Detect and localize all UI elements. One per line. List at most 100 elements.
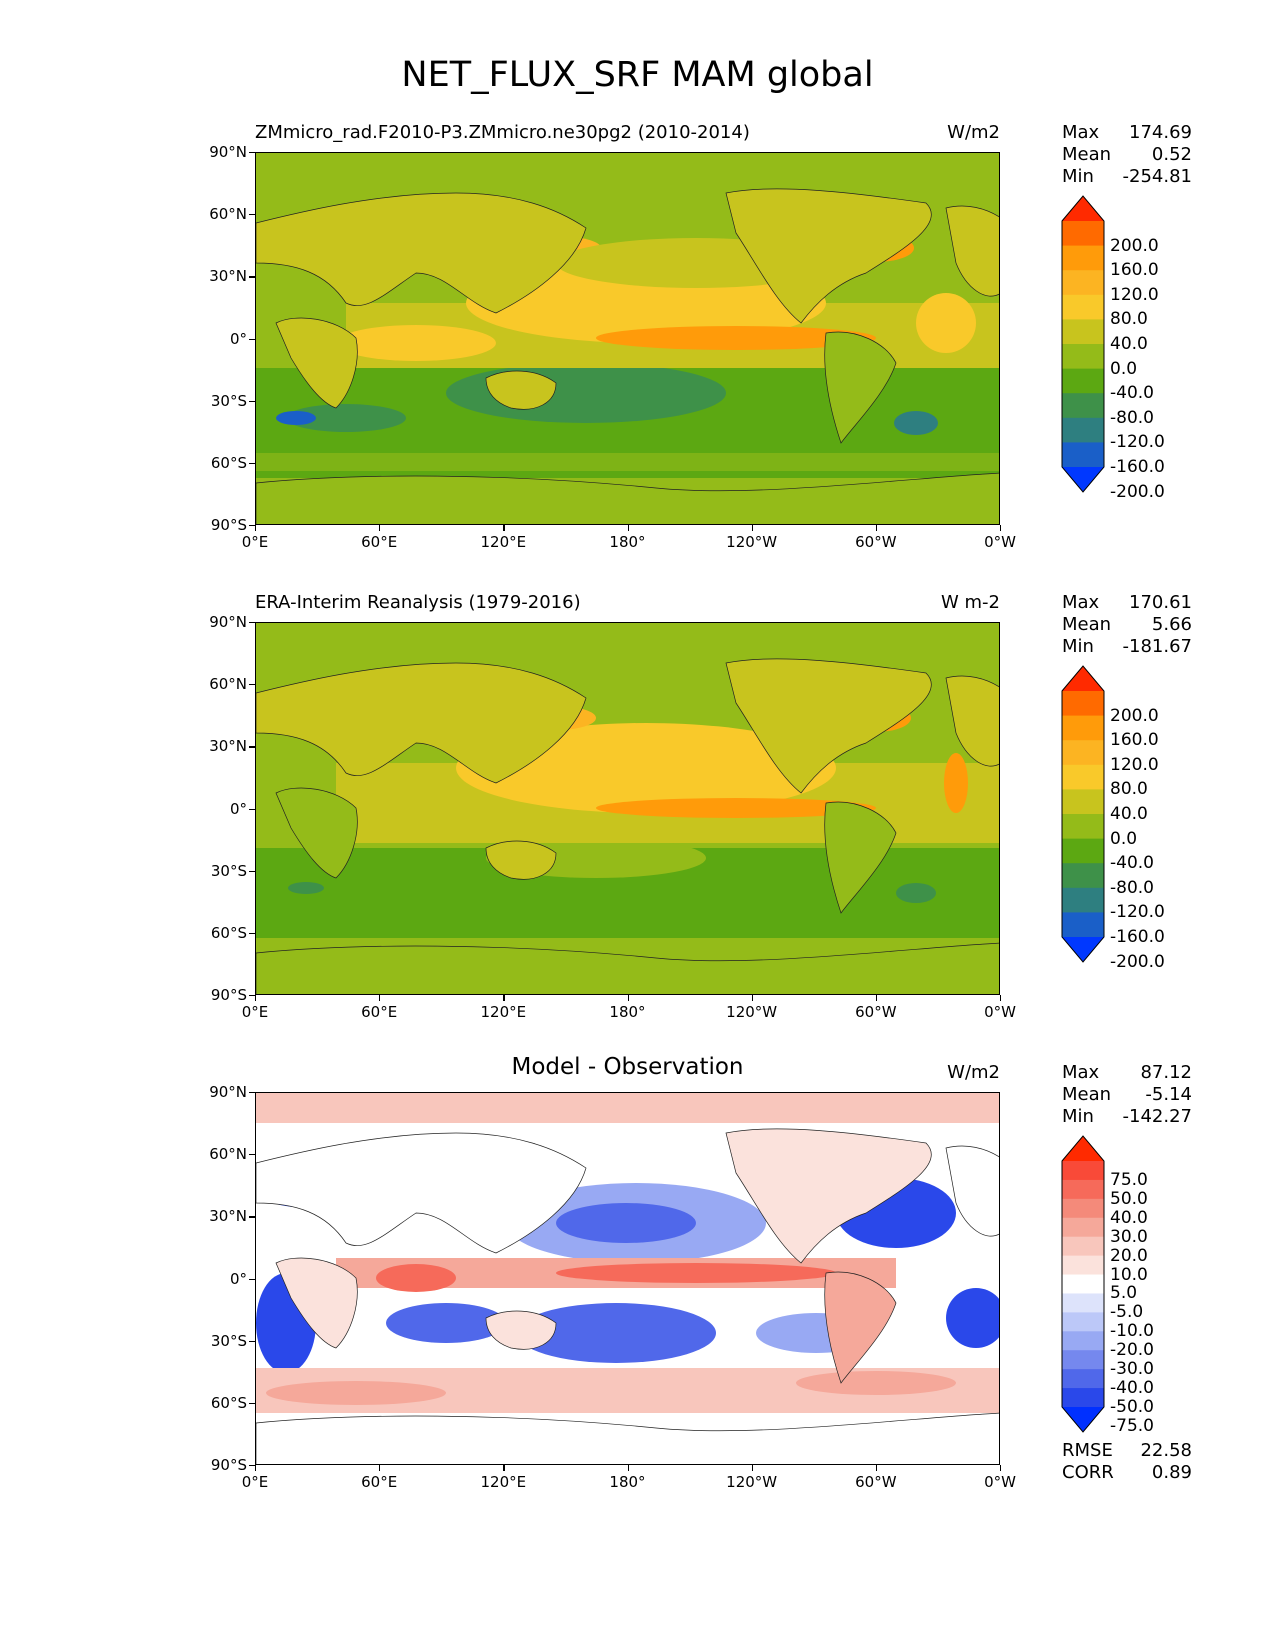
colorbar-swatches [1061,1135,1105,1433]
x-tick-label: 0°W [984,533,1016,551]
colorbar-label: 10.0 [1110,1264,1148,1285]
y-tick-label: 60°N [209,675,247,694]
colorbar-swatch [1062,1388,1104,1408]
x-tick-label: 120°W [726,1473,778,1491]
y-tick-label: 90°N [209,1083,247,1101]
y-tick [249,1278,255,1280]
colorbar-swatch [1062,666,1104,691]
panel-title: ERA-Interim Reanalysis (1979-2016) [255,592,581,613]
panel-difference: Model - Observation W/m2 [0,1054,1275,1522]
colorbar-swatch [1062,1274,1104,1294]
x-tick [751,995,753,1001]
x-tick-label: 0°E [241,1473,269,1491]
colorbar-label: 160.0 [1110,260,1159,281]
colorbar-swatches [1061,665,1105,963]
colorbar-label: -5.0 [1110,1302,1144,1323]
corr-label: CORR [1062,1462,1114,1483]
x-tick [751,525,753,531]
colorbar-swatch [1062,196,1104,221]
colorbar-swatch [1062,1407,1104,1432]
corr-value: 0.89 [1151,1462,1192,1483]
colorbar-swatch [1062,1293,1104,1313]
colorbar-swatch [1062,368,1104,394]
y-tick-label: 90°S [210,1456,247,1474]
colorbar-swatch [1062,1331,1104,1351]
x-tick-label: 60°E [361,1473,398,1491]
colorbar-label: -40.0 [1110,853,1154,874]
x-tick-label: 0°W [984,1003,1016,1021]
colorbar-swatch [1062,393,1104,419]
x-tick-label: 120°W [726,1003,778,1021]
y-tick-label: 90°N [209,143,247,161]
x-tick [379,1465,381,1471]
max-label: Max [1062,1062,1100,1083]
colorbar-swatch [1062,1236,1104,1257]
colorbar-label: -160.0 [1110,457,1165,477]
min-label: Min [1062,166,1094,187]
colorbar-swatch [1062,1161,1104,1181]
colorbar-label: -50.0 [1110,1397,1154,1417]
colorbar-swatch [1062,1255,1104,1276]
panel-model: ZMmicro_rad.F2010-P3.ZMmicro.ne30pg2 (20… [0,122,1275,582]
colorbar-swatch [1062,1312,1104,1332]
x-tick-label: 0°E [241,533,269,551]
min-value: -142.27 [1122,1106,1192,1127]
panel-stats: Max 87.12 Mean -5.14 Min -142.27 [1062,1062,1192,1128]
colorbar-label: -40.0 [1110,1378,1154,1399]
x-tick-label: 60°W [855,1473,897,1491]
colorbar-swatch [1062,887,1104,913]
colorbar-swatch [1062,467,1104,492]
rmse-value: 22.58 [1140,1440,1192,1461]
min-label: Min [1062,636,1094,657]
colorbar-label: 75.0 [1110,1169,1148,1190]
colorbar-outline [1061,195,1105,493]
x-tick [1000,995,1002,1001]
x-tick [875,1465,878,1471]
colorbar-swatch [1062,1198,1104,1219]
colorbar-label: 40.0 [1110,334,1148,354]
panel-title: ZMmicro_rad.F2010-P3.ZMmicro.ne30pg2 (20… [255,122,750,143]
x-tick [379,525,381,531]
rmse-label: RMSE [1062,1440,1113,1461]
map-difference [255,1092,1000,1465]
colorbar-swatch [1062,863,1104,889]
y-tick [249,1092,255,1094]
x-tick-label: 180° [609,1473,646,1491]
panel-units: W/m2 [947,1062,1000,1083]
y-tick-label: 30°S [210,1331,247,1350]
max-value: 87.12 [1140,1062,1192,1083]
colorbar-swatch [1062,245,1104,271]
colorbar-label: -160.0 [1110,927,1165,947]
min-value: -181.67 [1122,636,1192,657]
mean-label: Mean [1062,144,1112,165]
x-tick [751,1465,753,1471]
x-tick [255,995,257,1001]
mean-label: Mean [1062,614,1112,635]
colorbar-label: 40.0 [1110,804,1148,824]
mean-value: 5.66 [1151,614,1192,635]
y-tick [249,1154,255,1156]
x-tick-label: 60°E [361,533,398,551]
colorbar-label: 200.0 [1110,235,1159,256]
colorbar-label: 20.0 [1110,1245,1148,1266]
x-tick-label: 120°E [480,1003,527,1021]
x-tick [503,1465,505,1471]
y-tick [249,152,255,154]
x-tick-label: 180° [609,533,646,551]
colorbar-label: 0.0 [1110,828,1138,849]
panel-stats: Max 170.61 Mean 5.66 Min -181.67 [1062,592,1192,658]
colorbar-swatch [1062,764,1104,790]
y-tick [249,808,255,810]
y-tick [249,870,255,872]
y-tick [249,932,255,935]
x-tick [627,1465,629,1471]
colorbar-label: 120.0 [1110,754,1159,775]
colorbar-swatch [1062,319,1104,345]
x-tick-label: 60°E [361,1003,398,1021]
colorbar-label: 120.0 [1110,284,1159,305]
colorbar-swatch [1062,1217,1104,1238]
colorbar-label: 0.0 [1110,358,1138,379]
y-tick-label: 30°N [209,1207,247,1226]
x-tick-label: 0°W [984,1473,1016,1491]
max-value: 170.61 [1129,592,1192,613]
